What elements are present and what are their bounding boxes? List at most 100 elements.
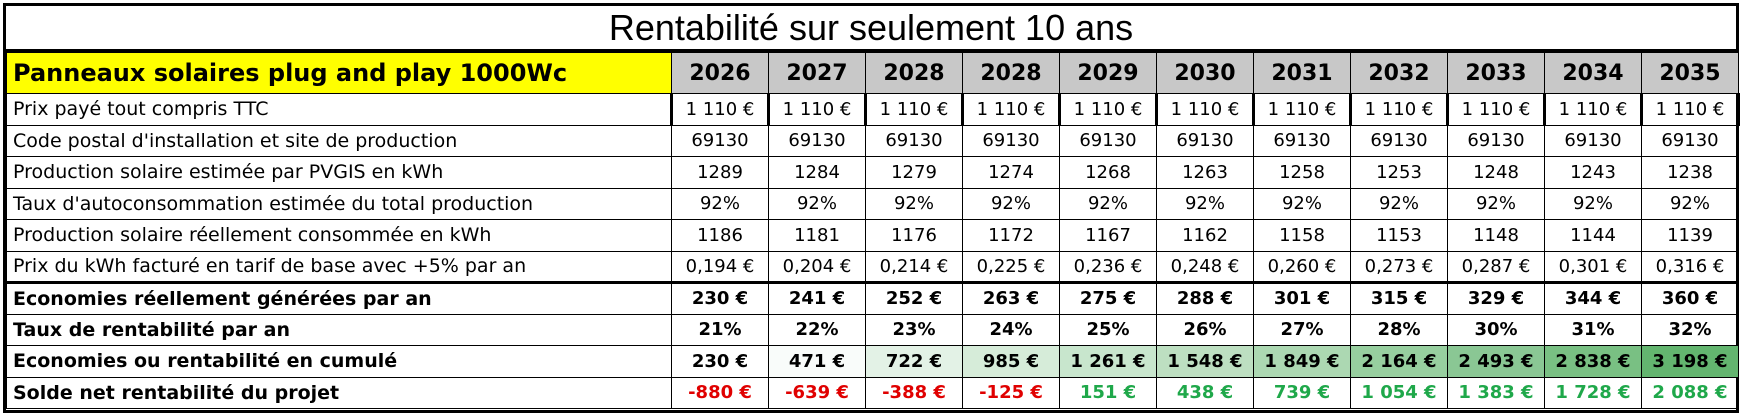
- value-cell[interactable]: 1144: [1544, 219, 1642, 252]
- value-cell[interactable]: 21%: [671, 313, 769, 346]
- value-cell[interactable]: -388 €: [865, 376, 963, 409]
- value-cell[interactable]: 0,236 €: [1059, 250, 1157, 283]
- value-cell[interactable]: 252 €: [865, 281, 963, 315]
- value-cell[interactable]: 1 110 €: [1543, 93, 1643, 126]
- value-cell[interactable]: 92%: [1447, 187, 1545, 220]
- year-header[interactable]: 2031: [1253, 52, 1351, 94]
- value-cell[interactable]: 31%: [1544, 313, 1642, 346]
- value-cell[interactable]: 0,287 €: [1447, 250, 1545, 283]
- value-cell[interactable]: 1158: [1253, 219, 1351, 252]
- year-header[interactable]: 2026: [671, 52, 769, 94]
- value-cell[interactable]: 360 €: [1641, 281, 1739, 315]
- value-cell[interactable]: 344 €: [1544, 281, 1642, 315]
- value-cell[interactable]: 985 €: [962, 345, 1060, 378]
- value-cell[interactable]: 722 €: [865, 345, 963, 378]
- year-header[interactable]: 2033: [1447, 52, 1545, 94]
- row-label[interactable]: Taux d'autoconsommation estimée du total…: [6, 187, 672, 220]
- value-cell[interactable]: 92%: [768, 187, 866, 220]
- value-cell[interactable]: 0,194 €: [671, 250, 769, 283]
- value-cell[interactable]: 1 110 €: [1252, 93, 1352, 126]
- value-cell[interactable]: 230 €: [671, 345, 769, 378]
- value-cell[interactable]: 1238: [1641, 156, 1739, 189]
- value-cell[interactable]: 1284: [768, 156, 866, 189]
- value-cell[interactable]: 1279: [865, 156, 963, 189]
- value-cell[interactable]: 1172: [962, 219, 1060, 252]
- value-cell[interactable]: 0,316 €: [1641, 250, 1739, 283]
- value-cell[interactable]: 69130: [865, 124, 963, 157]
- row-label[interactable]: Production solaire réellement consommée …: [6, 219, 672, 252]
- value-cell[interactable]: 92%: [865, 187, 963, 220]
- value-cell[interactable]: 28%: [1350, 313, 1448, 346]
- value-cell[interactable]: 1 054 €: [1350, 376, 1448, 409]
- value-cell[interactable]: 1 110 €: [961, 93, 1061, 126]
- value-cell[interactable]: 0,260 €: [1253, 250, 1351, 283]
- value-cell[interactable]: 2 838 €: [1544, 345, 1642, 378]
- value-cell[interactable]: 1153: [1350, 219, 1448, 252]
- row-label[interactable]: Production solaire estimée par PVGIS en …: [6, 156, 672, 189]
- value-cell[interactable]: 0,248 €: [1156, 250, 1254, 283]
- value-cell[interactable]: 69130: [962, 124, 1060, 157]
- value-cell[interactable]: 0,214 €: [865, 250, 963, 283]
- year-header[interactable]: 2028: [962, 52, 1060, 94]
- value-cell[interactable]: 1139: [1641, 219, 1739, 252]
- value-cell[interactable]: 1274: [962, 156, 1060, 189]
- value-cell[interactable]: 24%: [962, 313, 1060, 346]
- value-cell[interactable]: 69130: [768, 124, 866, 157]
- value-cell[interactable]: 2 493 €: [1447, 345, 1545, 378]
- value-cell[interactable]: 22%: [768, 313, 866, 346]
- value-cell[interactable]: 1258: [1253, 156, 1351, 189]
- value-cell[interactable]: 92%: [962, 187, 1060, 220]
- value-cell[interactable]: 1248: [1447, 156, 1545, 189]
- row-label[interactable]: Economies ou rentabilité en cumulé: [6, 345, 672, 378]
- value-cell[interactable]: 92%: [1156, 187, 1254, 220]
- value-cell[interactable]: 30%: [1447, 313, 1545, 346]
- value-cell[interactable]: 2 088 €: [1641, 376, 1739, 409]
- value-cell[interactable]: 1243: [1544, 156, 1642, 189]
- row-label[interactable]: Taux de rentabilité par an: [6, 313, 672, 346]
- value-cell[interactable]: 69130: [1059, 124, 1157, 157]
- value-cell[interactable]: 1 110 €: [767, 93, 867, 126]
- value-cell[interactable]: 92%: [1350, 187, 1448, 220]
- value-cell[interactable]: 92%: [1253, 187, 1351, 220]
- value-cell[interactable]: -880 €: [671, 376, 769, 409]
- product-header[interactable]: Panneaux solaires plug and play 1000Wc: [6, 52, 672, 94]
- value-cell[interactable]: 275 €: [1059, 281, 1157, 315]
- year-header[interactable]: 2028: [865, 52, 963, 94]
- value-cell[interactable]: 0,204 €: [768, 250, 866, 283]
- value-cell[interactable]: 1263: [1156, 156, 1254, 189]
- value-cell[interactable]: 69130: [671, 124, 769, 157]
- year-header[interactable]: 2032: [1350, 52, 1448, 94]
- value-cell[interactable]: 0,273 €: [1350, 250, 1448, 283]
- row-label[interactable]: Prix payé tout compris TTC: [6, 93, 672, 126]
- value-cell[interactable]: 230 €: [671, 281, 769, 315]
- value-cell[interactable]: 1186: [671, 219, 769, 252]
- value-cell[interactable]: 69130: [1447, 124, 1545, 157]
- year-header[interactable]: 2030: [1156, 52, 1254, 94]
- value-cell[interactable]: 1 110 €: [1155, 93, 1255, 126]
- value-cell[interactable]: 1176: [865, 219, 963, 252]
- value-cell[interactable]: 1 110 €: [864, 93, 964, 126]
- value-cell[interactable]: 263 €: [962, 281, 1060, 315]
- value-cell[interactable]: 92%: [671, 187, 769, 220]
- value-cell[interactable]: 438 €: [1156, 376, 1254, 409]
- year-header[interactable]: 2034: [1544, 52, 1642, 94]
- value-cell[interactable]: 32%: [1641, 313, 1739, 346]
- value-cell[interactable]: 0,301 €: [1544, 250, 1642, 283]
- value-cell[interactable]: 23%: [865, 313, 963, 346]
- value-cell[interactable]: 315 €: [1350, 281, 1448, 315]
- value-cell[interactable]: 1268: [1059, 156, 1157, 189]
- value-cell[interactable]: 2 164 €: [1350, 345, 1448, 378]
- value-cell[interactable]: 739 €: [1253, 376, 1351, 409]
- value-cell[interactable]: 92%: [1641, 187, 1739, 220]
- year-header[interactable]: 2027: [768, 52, 866, 94]
- value-cell[interactable]: -125 €: [962, 376, 1060, 409]
- value-cell[interactable]: 1289: [671, 156, 769, 189]
- value-cell[interactable]: 288 €: [1156, 281, 1254, 315]
- value-cell[interactable]: 1 110 €: [1058, 93, 1158, 126]
- value-cell[interactable]: 1148: [1447, 219, 1545, 252]
- value-cell[interactable]: 1 548 €: [1156, 345, 1254, 378]
- year-header[interactable]: 2035: [1641, 52, 1739, 94]
- row-label[interactable]: Economies réellement générées par an: [6, 281, 672, 315]
- value-cell[interactable]: 1 261 €: [1059, 345, 1157, 378]
- row-label[interactable]: Code postal d'installation et site de pr…: [6, 124, 672, 157]
